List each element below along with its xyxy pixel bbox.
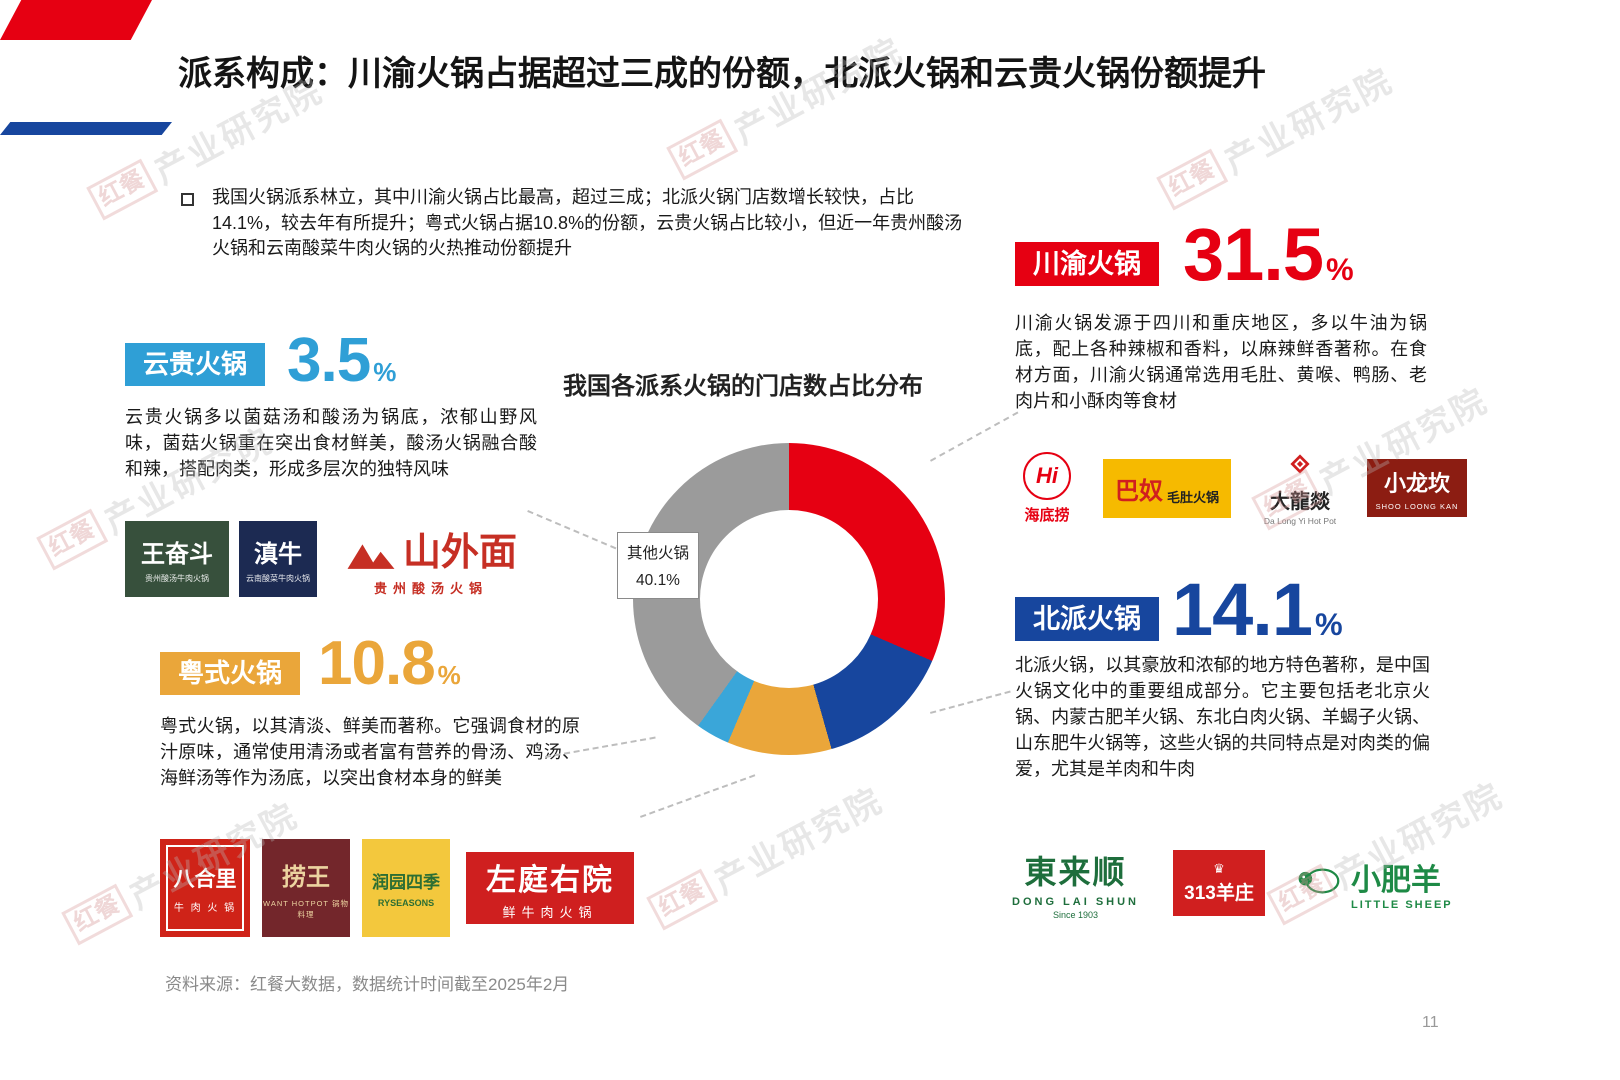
yueshi-share-value: 10.8% — [318, 629, 461, 698]
yungui-brand-logos: 王奋斗 贵州酸汤牛肉火锅 滇牛 云南酸菜牛肉火锅 山外面 贵州酸汤火锅 — [125, 520, 517, 598]
header-accent-blue — [0, 122, 172, 135]
beipai-share-value: 14.1% — [1172, 568, 1343, 651]
callout-label: 其他火锅 — [626, 545, 689, 562]
bullet-square-icon — [181, 193, 194, 206]
brand-logo-dianniu: 滇牛 云南酸菜牛肉火锅 — [239, 521, 317, 597]
brand-logo-banu: 巴奴 毛肚火锅 — [1103, 458, 1232, 518]
connector-line-beipai — [930, 690, 1011, 714]
beipai-brand-logos: 東来顺 DONG LAI SHUN Since 1903 ♛ 313羊庄 小肥羊… — [1012, 838, 1453, 928]
brand-logo-xiaofeiyang: 小肥羊 LITTLE SHEEP — [1295, 855, 1453, 911]
yueshi-brand-logos: 八合里 牛 肉 火 锅 捞王 WANT HOTPOT 锅物料理 润园四季 RYS… — [160, 838, 634, 938]
section-chuanyu-label: 川渝火锅 — [1015, 242, 1159, 287]
brand-logo-runyuansiji: 润园四季 RYSEASONS — [362, 839, 450, 937]
brand-logo-dalongyi: 大龍燚 Da Long Yi Hot Pot — [1257, 451, 1343, 526]
brand-logo-313yangzhuang: ♛ 313羊庄 — [1173, 850, 1265, 916]
chuanyu-share-value: 31.5% — [1183, 213, 1354, 296]
connector-line-yungui-logos — [527, 510, 626, 554]
brand-logo-zuotingyouyuan: 左庭右院 鲜牛肉火锅 — [466, 852, 634, 924]
connector-line-chuanyu — [930, 411, 1019, 462]
chuanyu-description: 川渝火锅发源于四川和重庆地区，多以牛油为锅底，配上各种辣椒和香料，以麻辣鲜香著称… — [1015, 313, 1427, 412]
brand-logo-haidilao: Hi 海底捞 — [1015, 451, 1079, 525]
yungui-share-value: 3.5% — [287, 326, 396, 395]
section-yueshi-label: 粤式火锅 — [160, 652, 301, 696]
sheep-icon — [1295, 864, 1343, 903]
page-title: 派系构成：川渝火锅占据超过三成的份额，北派火锅和云贵火锅份额提升 — [178, 55, 1266, 93]
yungui-description: 云贵火锅多以菌菇汤和酸汤为锅底，浓郁山野风味，菌菇火锅重在突出食材鲜美，酸汤火锅… — [125, 407, 537, 480]
brand-logo-donglaishun: 東来顺 DONG LAI SHUN Since 1903 — [1012, 853, 1139, 920]
watermark: 红餐 产业研究院 — [663, 23, 910, 186]
callout-value: 40.1% — [636, 572, 680, 589]
beipai-description: 北派火锅，以其豪放和浓郁的地方特色著称，是中国火锅文化中的重要组成部分。它主要包… — [1015, 655, 1430, 780]
haidilao-hi-icon: Hi — [1023, 451, 1071, 500]
brand-logo-shanwaimian: 山外面 贵州酸汤火锅 — [345, 521, 517, 597]
section-yungui-label: 云贵火锅 — [125, 343, 266, 387]
header-accent-red — [0, 0, 152, 40]
other-segment-callout: 其他火锅 40.1% — [617, 532, 699, 599]
brand-logo-wangfendou: 王奋斗 贵州酸汤牛肉火锅 — [125, 521, 229, 597]
section-beipai-label: 北派火锅 — [1015, 597, 1159, 642]
knot-icon — [1287, 451, 1313, 482]
brand-logo-baheli: 八合里 牛 肉 火 锅 — [160, 839, 250, 937]
brand-logo-xiaolongkan: 小龙坎 SHOO LOONG KAN — [1367, 459, 1468, 517]
summary-text: 我国火锅派系林立，其中川渝火锅占比最高，超过三成；北派火锅门店数增长较快，占比1… — [212, 187, 963, 259]
donut-hole — [700, 510, 878, 688]
chart-title: 我国各派系火锅的门店数占比分布 — [563, 373, 923, 400]
yueshi-description: 粤式火锅，以其清淡、鲜美而著称。它强调食材的原汁原味，通常使用清汤或者富有营养的… — [160, 716, 580, 789]
data-source-note: 资料来源：红餐大数据，数据统计时间截至2025年2月 — [165, 975, 570, 994]
mountain-icon — [345, 539, 397, 576]
brand-logo-laowang: 捞王 WANT HOTPOT 锅物料理 — [262, 839, 350, 937]
watermark: 红餐 产业研究院 — [643, 773, 890, 936]
connector-line-yueshi — [640, 774, 756, 818]
chuanyu-brand-logos: Hi 海底捞 巴奴 毛肚火锅 大龍燚 Da Long Yi Hot Pot 小龙… — [1015, 448, 1468, 528]
page-number: 11 — [1422, 1014, 1439, 1031]
donut-chart — [633, 443, 945, 755]
crown-icon: ♛ — [1213, 860, 1225, 876]
